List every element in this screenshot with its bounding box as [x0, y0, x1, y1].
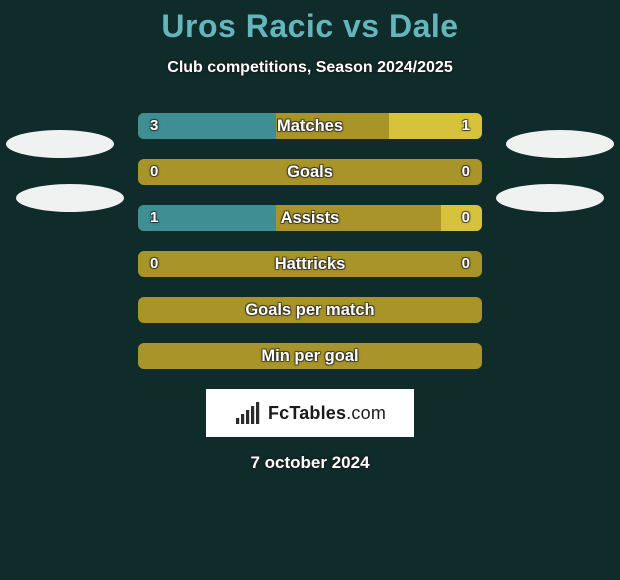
page-title: Uros Racic vs Dale [0, 8, 620, 45]
logo-bars-icon [234, 400, 262, 426]
stat-row: Assists1 0 [0, 205, 620, 231]
stat-value-right: 0 [462, 205, 470, 231]
logo-text-suffix: .com [346, 403, 386, 423]
stat-label: Hattricks [138, 251, 482, 277]
stat-row: Min per goal [0, 343, 620, 369]
date: 7 october 2024 [0, 453, 620, 473]
stat-value-left: 0 [150, 159, 158, 185]
logo-text-main: FcTables [268, 403, 346, 423]
stat-row: Goals per match [0, 297, 620, 323]
stat-label: Matches [138, 113, 482, 139]
logo-text: FcTables.com [268, 403, 386, 424]
subtitle: Club competitions, Season 2024/2025 [0, 59, 620, 77]
stat-row: Goals0 0 [0, 159, 620, 185]
stat-label: Goals per match [138, 297, 482, 323]
stat-value-left: 1 [150, 205, 158, 231]
stat-value-right: 1 [462, 113, 470, 139]
comparison-card: Uros Racic vs Dale Club competitions, Se… [0, 8, 620, 473]
stat-row: Matches3 1 [0, 113, 620, 139]
stat-value-right: 0 [462, 159, 470, 185]
stat-row: Hattricks0 0 [0, 251, 620, 277]
stat-value-right: 0 [462, 251, 470, 277]
fctables-logo: FcTables.com [206, 389, 414, 437]
stat-label: Assists [138, 205, 482, 231]
stat-value-left: 3 [150, 113, 158, 139]
stat-label: Goals [138, 159, 482, 185]
stat-value-left: 0 [150, 251, 158, 277]
stat-label: Min per goal [138, 343, 482, 369]
